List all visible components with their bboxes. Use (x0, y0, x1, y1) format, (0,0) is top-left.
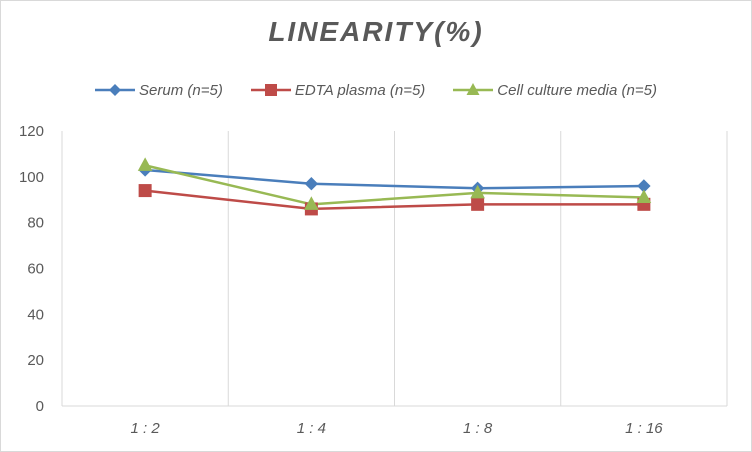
y-tick-label: 40 (27, 306, 44, 323)
y-tick-label: 20 (27, 352, 44, 369)
y-tick-label: 0 (36, 398, 44, 415)
series-line-2 (144, 189, 644, 211)
y-tick-label: 120 (19, 123, 44, 140)
data-point-series-3 (304, 196, 319, 210)
data-point-series-1 (304, 177, 319, 191)
data-point-series-2 (138, 184, 152, 198)
y-tick-label: 60 (27, 261, 44, 278)
legend-item-3: Cell culture media (n=5) (453, 78, 657, 102)
x-tick-label: 1 : 4 (297, 420, 326, 437)
data-point-series-2 (471, 197, 485, 211)
x-tick-label: 1 : 8 (463, 420, 493, 437)
series-line-3 (144, 164, 644, 206)
legend-item-1: Serum (n=5) (95, 78, 223, 102)
legend-marker (95, 84, 136, 96)
chart-legend: Serum (n=5) EDTA plasma (n=5) Cell culture… (0, 78, 752, 102)
data-point-series-3 (636, 189, 652, 203)
series-line-1 (145, 168, 644, 190)
x-tick-label: 1 : 2 (131, 420, 161, 437)
legend-marker (453, 83, 494, 95)
y-tick-label: 80 (27, 215, 44, 232)
x-tick-label: 1 : 16 (625, 420, 663, 437)
legend-item-2: EDTA plasma (n=5) (250, 78, 426, 102)
legend-marker (250, 84, 291, 96)
y-tick-label: 100 (19, 169, 44, 186)
legend-label: EDTA plasma (n=5) (294, 81, 426, 99)
data-point-series-3 (137, 157, 153, 171)
data-point-series-3 (470, 184, 485, 199)
legend-label: Cell culture media (n=5) (497, 81, 657, 99)
chart-title: LINEARITY(%) (268, 16, 484, 47)
legend-label: Serum (n=5) (139, 81, 223, 99)
